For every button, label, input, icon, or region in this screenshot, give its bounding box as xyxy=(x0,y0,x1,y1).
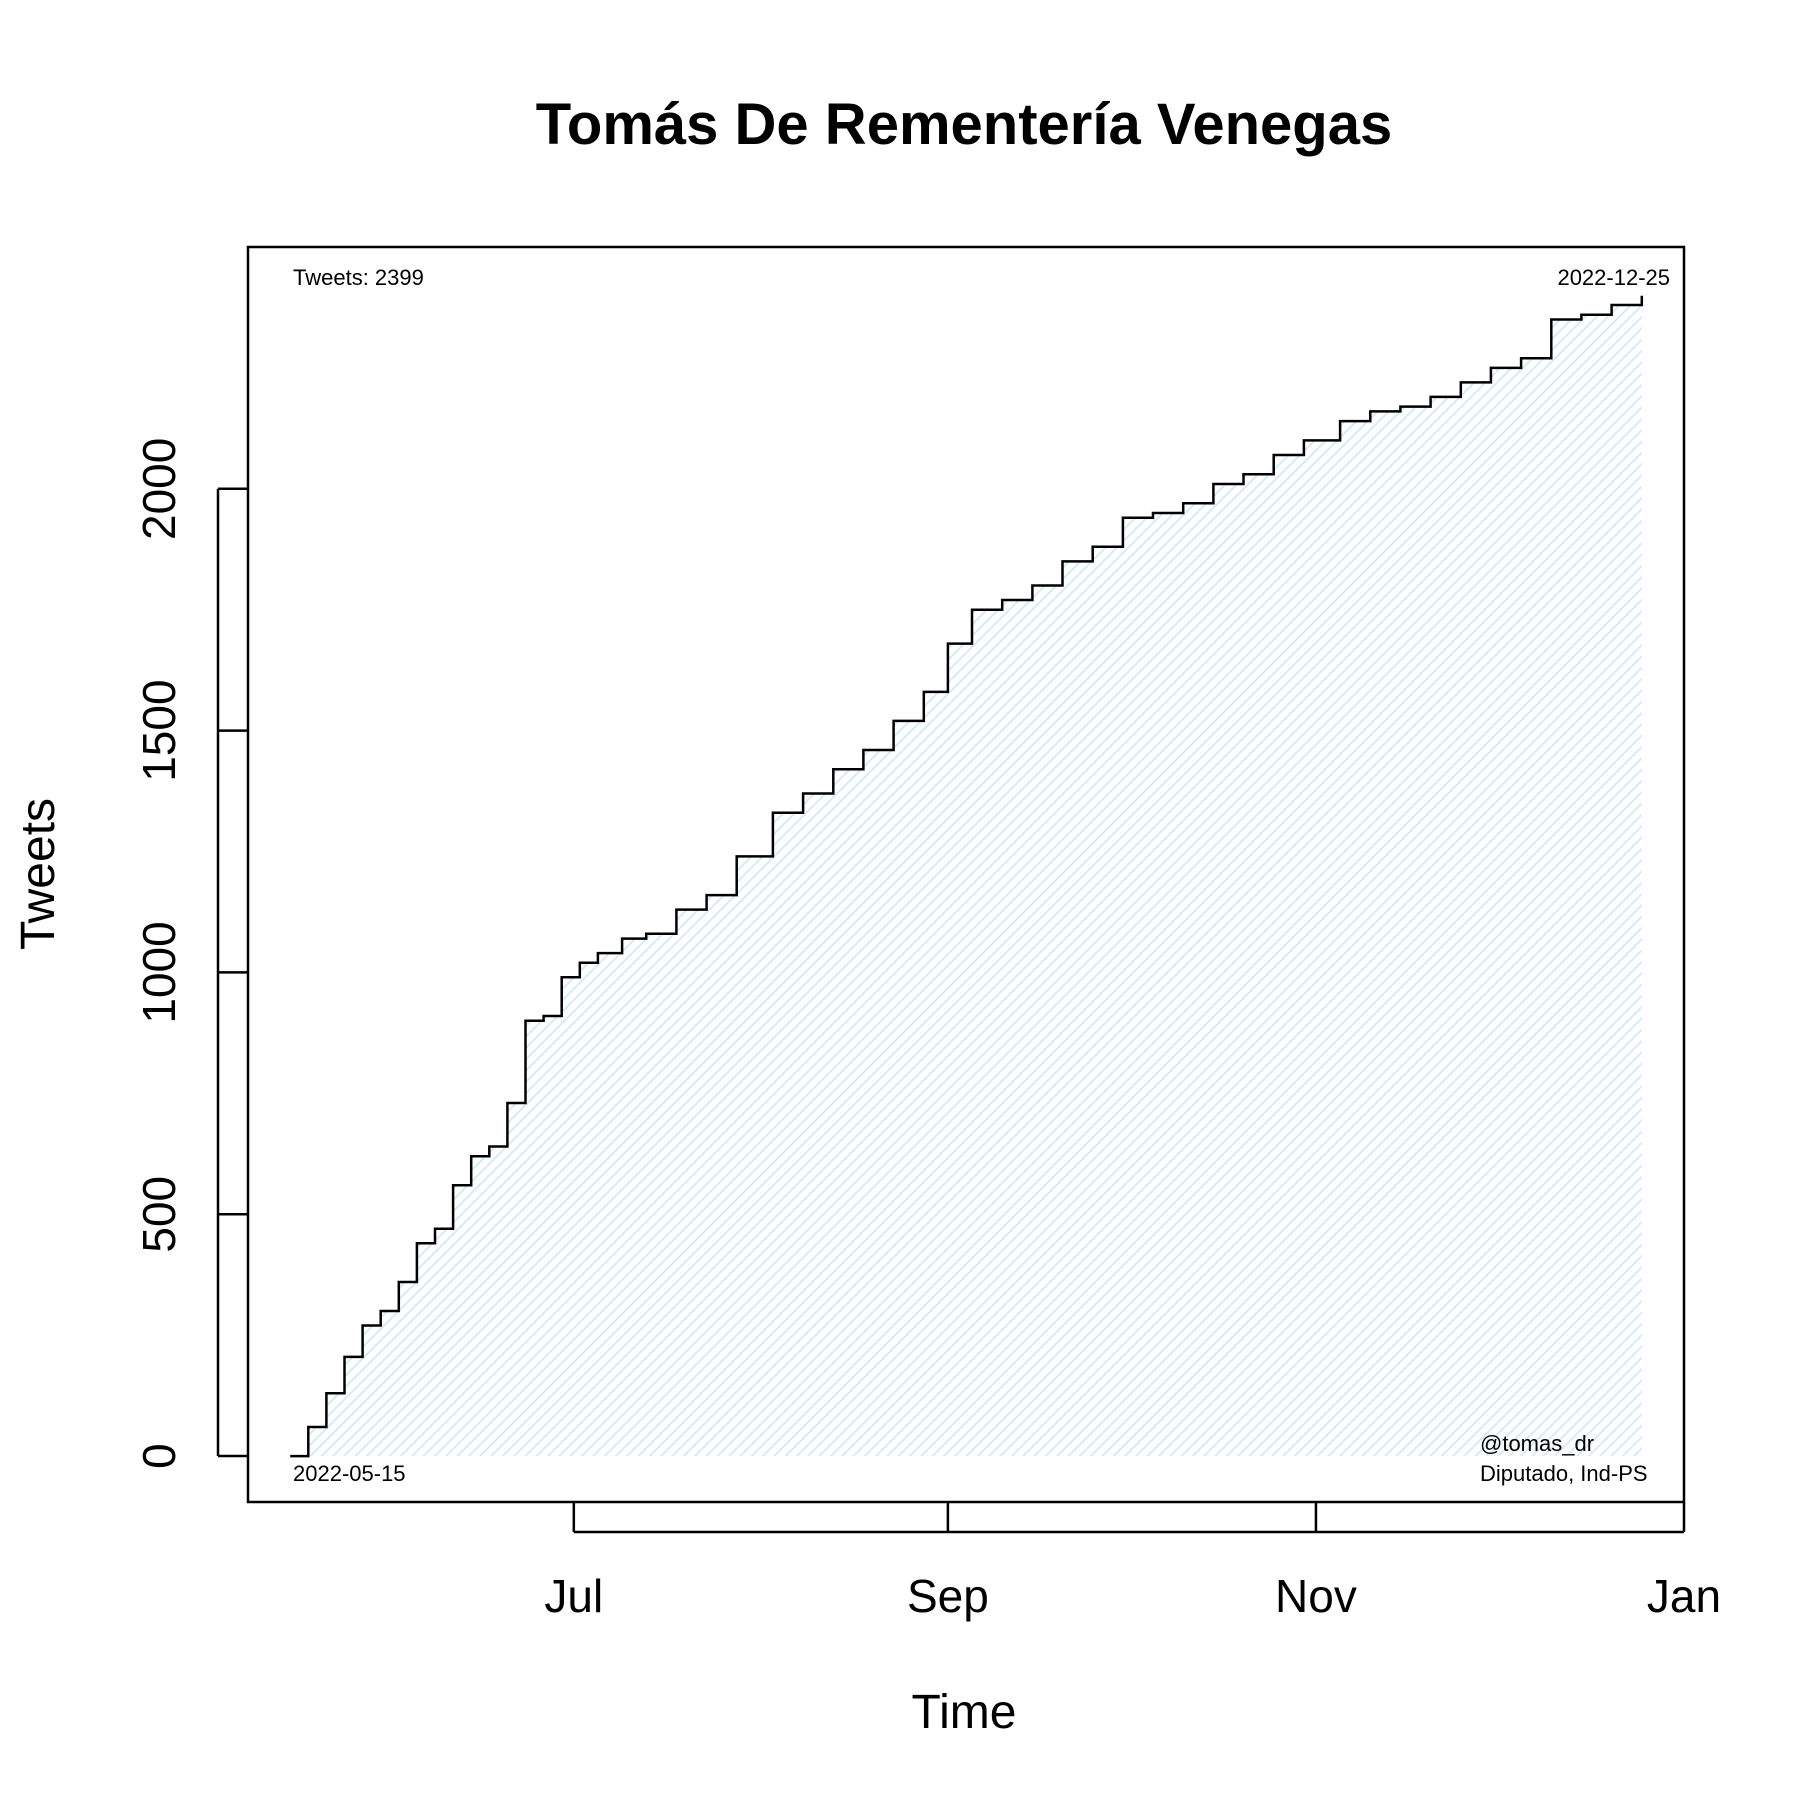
tweet-count-note: Tweets: 2399 xyxy=(293,265,424,290)
cumulative-area-fill xyxy=(290,295,1642,1457)
role-note: Diputado, Ind-PS xyxy=(1480,1461,1648,1486)
y-axis-title: Tweets xyxy=(12,798,65,950)
chart-title: Tomás De Rementería Venegas xyxy=(536,92,1392,157)
y-tick-label: 500 xyxy=(133,1176,185,1253)
x-axis: Jul Sep Nov Jan xyxy=(544,1502,1721,1622)
x-tick-label: Jan xyxy=(1647,1570,1721,1622)
x-axis-title: Time xyxy=(912,1686,1017,1739)
x-tick-label: Jul xyxy=(544,1570,603,1622)
end-date-note: 2022-12-25 xyxy=(1557,265,1670,290)
y-tick-label: 1000 xyxy=(133,921,185,1023)
y-tick-label: 2000 xyxy=(133,438,185,540)
y-axis: 0 500 1000 1500 2000 xyxy=(133,438,248,1469)
y-tick-label: 1500 xyxy=(133,679,185,781)
x-tick-label: Nov xyxy=(1275,1570,1357,1622)
cumulative-tweets-line xyxy=(290,295,1644,1458)
y-tick-label: 0 xyxy=(133,1443,185,1469)
x-tick-label: Sep xyxy=(907,1570,989,1622)
start-date-note: 2022-05-15 xyxy=(293,1461,406,1486)
plot-frame xyxy=(246,245,1686,1504)
plot-area xyxy=(290,295,1644,1458)
handle-note: @tomas_dr xyxy=(1480,1431,1594,1456)
